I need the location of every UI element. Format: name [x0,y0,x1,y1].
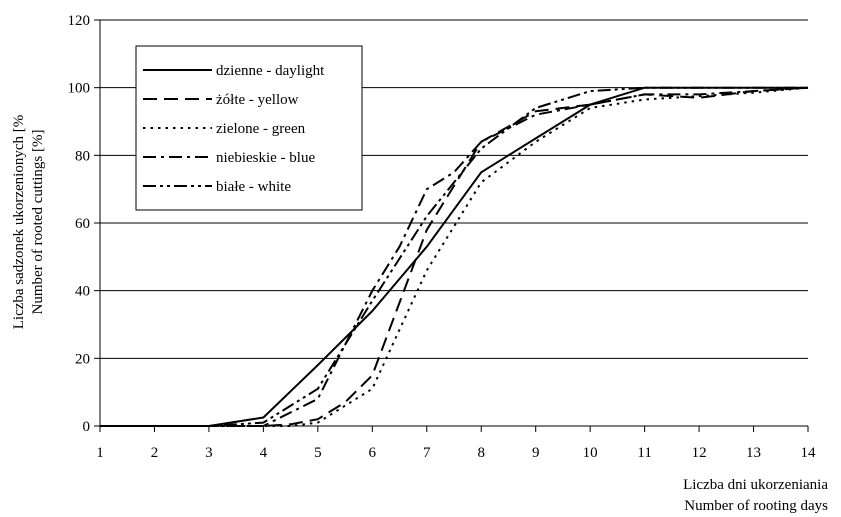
y-axis-label-line-1: Liczba sadzonek ukorzenionych [% [11,115,27,330]
x-tick-label-4: 4 [260,445,268,461]
x-tick-label-11: 11 [637,445,651,461]
x-axis-label-line-2: Number of rooting days [684,498,828,514]
x-tick-label-3: 3 [205,445,213,461]
y-axis-label: Liczba sadzonek ukorzenionych [% Number o… [11,115,46,330]
legend-label-1: dzienne - daylight [216,63,325,79]
y-tick-label-80: 80 [75,148,90,164]
y-tick-label-40: 40 [75,284,90,300]
legend: dzienne - daylight żółte - yellow zielone … [135,45,363,211]
x-tick-label-14: 14 [801,445,817,461]
x-tick-label-2: 2 [151,445,159,461]
legend-label-3: zielone - green [216,121,306,137]
y-tick-label-20: 20 [75,351,90,367]
series-layer [100,86,809,427]
y-tick-label-0: 0 [83,419,91,435]
series-line-2 [100,86,809,427]
x-tick-label-1: 1 [96,445,104,461]
series-line-4 [100,86,809,427]
x-tick-label-10: 10 [583,445,598,461]
x-tick-label-5: 5 [314,445,322,461]
x-tick-label-9: 9 [532,445,540,461]
x-tick-label-13: 13 [746,445,761,461]
y-tick-label-120: 120 [68,13,91,29]
axis-labels: Liczba sadzonek ukorzenionych [% Number o… [11,115,828,514]
series-line-5 [100,86,808,427]
y-tick-label-100: 100 [68,81,91,97]
x-tick-label-6: 6 [369,445,377,461]
x-tick-label-12: 12 [692,445,707,461]
y-tick-label-60: 60 [75,216,90,232]
series-line-1 [100,86,808,427]
y-axis-label-line-2: Number of rooted cuttings [%] [30,130,46,315]
x-tick-label-8: 8 [477,445,485,461]
x-axis-label-line-1: Liczba dni ukorzeniania [683,477,828,493]
legend-label-5: białe - white [216,179,291,195]
legend-label-2: żółte - yellow [216,92,299,108]
x-tick-label-7: 7 [423,445,431,461]
legend-label-4: niebieskie - blue [216,150,315,166]
